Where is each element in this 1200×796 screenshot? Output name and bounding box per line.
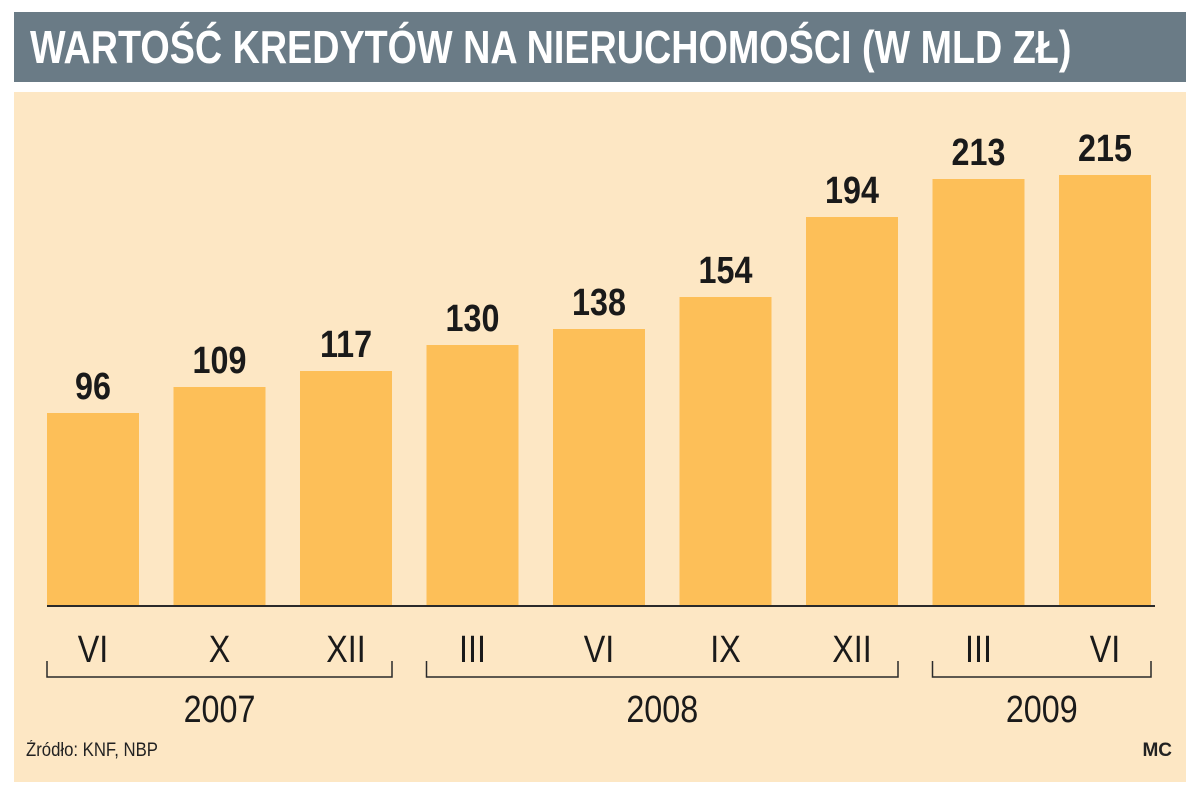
bar-value-label-1: 109: [193, 340, 247, 382]
bar-7: [932, 179, 1025, 605]
bar-value-label-5: 154: [699, 250, 753, 292]
bar-8: [1059, 175, 1151, 605]
x-tick-label-7: III: [965, 629, 992, 671]
x-tick-label-8: VI: [1090, 629, 1121, 671]
author-initials: MC: [1142, 740, 1172, 761]
bar-4: [553, 329, 645, 605]
year-label-2: 2009: [1006, 689, 1078, 731]
x-tick-label-5: IX: [710, 629, 741, 671]
x-tick-label-4: VI: [584, 629, 615, 671]
year-label-0: 2007: [184, 689, 256, 731]
bar-3: [426, 345, 519, 605]
x-tick-label-3: III: [459, 629, 486, 671]
year-label-1: 2008: [626, 689, 698, 731]
year-bracket-1: [425, 661, 899, 678]
year-bracket-0: [46, 661, 393, 678]
bar-2: [300, 371, 392, 605]
bar-value-label-7: 213: [952, 132, 1006, 174]
x-tick-label-2: XII: [326, 629, 365, 671]
bar-0: [47, 413, 139, 605]
year-bracket-2: [931, 661, 1152, 678]
bar-value-label-4: 138: [572, 282, 626, 324]
title-bar: WARTOŚĆ KREDYTÓW NA NIERUCHOMOŚCI (W MLD…: [14, 12, 1186, 82]
x-tick-label-6: XII: [832, 629, 871, 671]
bar-1: [173, 387, 266, 605]
x-tick-label-0: VI: [78, 629, 109, 671]
bar-value-label-2: 117: [320, 324, 372, 366]
bar-value-label-8: 215: [1078, 128, 1132, 170]
bar-value-label-3: 130: [446, 298, 500, 340]
source-note: Źródło: KNF, NBP: [26, 740, 158, 761]
chart-title: WARTOŚĆ KREDYTÓW NA NIERUCHOMOŚCI (W MLD…: [30, 21, 1072, 73]
x-tick-label-1: X: [209, 629, 231, 671]
bar-5: [679, 297, 772, 605]
bar-value-label-0: 96: [75, 366, 111, 408]
bar-6: [806, 217, 898, 605]
bar-value-label-6: 194: [825, 170, 879, 212]
